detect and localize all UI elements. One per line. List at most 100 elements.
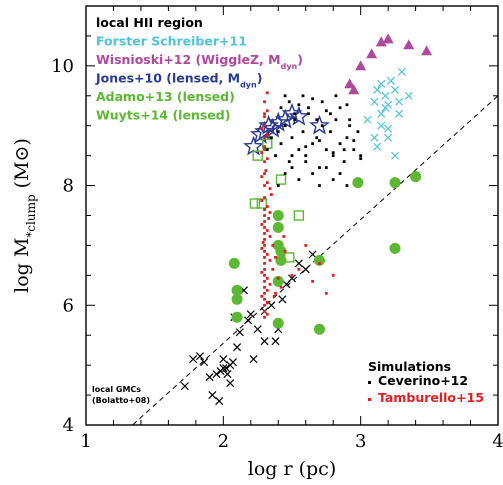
data-point bbox=[254, 120, 275, 141]
data-point bbox=[226, 379, 235, 388]
data-point bbox=[265, 229, 269, 232]
sim-legend-marker bbox=[368, 398, 371, 401]
data-point bbox=[272, 221, 284, 233]
data-point bbox=[334, 118, 338, 122]
data-point bbox=[260, 127, 264, 131]
data-point bbox=[348, 118, 352, 122]
legend-label-suffix: ) bbox=[297, 52, 303, 67]
data-point bbox=[272, 275, 284, 287]
series-6 bbox=[265, 94, 363, 187]
y-tick-label: 8 bbox=[63, 176, 74, 197]
data-point bbox=[279, 106, 283, 110]
legend-label-sub: dyn bbox=[240, 80, 257, 89]
data-point bbox=[297, 267, 301, 271]
data-point bbox=[263, 279, 266, 283]
data-point bbox=[263, 148, 266, 152]
series-7 bbox=[260, 91, 335, 319]
data-point bbox=[382, 33, 394, 44]
legend-entry-3: Jones+10 (lensed, Mdyn) bbox=[95, 71, 262, 90]
data-point bbox=[403, 39, 415, 50]
data-point bbox=[212, 370, 221, 379]
data-point bbox=[348, 124, 352, 128]
data-point bbox=[301, 130, 305, 134]
data-point bbox=[421, 45, 433, 56]
legend-label: Jones+10 (lensed, M bbox=[95, 71, 240, 86]
data-point bbox=[355, 60, 367, 71]
data-point bbox=[307, 112, 310, 116]
data-point bbox=[265, 133, 269, 137]
data-point bbox=[283, 94, 287, 98]
data-point bbox=[263, 238, 266, 241]
data-point bbox=[381, 103, 390, 112]
data-point bbox=[352, 139, 356, 143]
data-point bbox=[252, 150, 263, 161]
data-point bbox=[381, 91, 390, 100]
data-point bbox=[290, 136, 294, 140]
data-point bbox=[287, 274, 297, 283]
data-point bbox=[270, 193, 273, 196]
axes: 1 2 3 4 4 6 8 10 log r (pc) log M*clump (M⊙) bbox=[11, 5, 503, 480]
data-point bbox=[265, 253, 269, 256]
legend-label: local HII region bbox=[96, 15, 203, 30]
data-point bbox=[265, 181, 269, 184]
data-point bbox=[290, 154, 294, 158]
annotation-line1: local GMCs bbox=[92, 385, 141, 394]
data-point bbox=[370, 97, 379, 106]
data-point bbox=[373, 142, 382, 151]
y-tick-label: 6 bbox=[63, 295, 74, 316]
data-point bbox=[324, 148, 328, 152]
data-point bbox=[318, 166, 321, 170]
data-point bbox=[304, 160, 308, 164]
data-point bbox=[281, 102, 303, 123]
data-point bbox=[265, 109, 269, 113]
data-point bbox=[261, 241, 265, 244]
legend-entry-5: Wuyts+14 (lensed) bbox=[96, 108, 230, 123]
data-point bbox=[288, 105, 310, 126]
data-point bbox=[249, 355, 258, 364]
data-point bbox=[268, 282, 272, 286]
data-point bbox=[293, 118, 297, 122]
legend-label: Forster Schreiber+11 bbox=[96, 34, 247, 49]
data-point bbox=[284, 252, 295, 263]
data-point bbox=[263, 315, 266, 319]
data-point bbox=[272, 317, 284, 329]
legend-entry-0: local HII region bbox=[96, 15, 203, 30]
data-point bbox=[329, 112, 332, 116]
data-point bbox=[215, 397, 224, 406]
data-point bbox=[276, 130, 280, 134]
data-point bbox=[263, 285, 266, 289]
data-point bbox=[274, 256, 277, 259]
data-point bbox=[278, 295, 287, 304]
data-point bbox=[264, 169, 268, 173]
reference-line bbox=[131, 95, 498, 425]
data-point bbox=[287, 160, 291, 164]
data-point bbox=[315, 136, 319, 140]
x-tick-label: 1 bbox=[80, 431, 91, 452]
data-point bbox=[313, 254, 325, 266]
data-point bbox=[297, 178, 301, 181]
data-point bbox=[363, 115, 372, 124]
data-point bbox=[318, 139, 321, 143]
data-point bbox=[189, 355, 198, 364]
y-axis-label: log M*clump (M⊙) bbox=[11, 138, 38, 293]
data-point bbox=[283, 172, 287, 175]
data-point bbox=[235, 328, 244, 337]
data-point bbox=[274, 108, 296, 129]
data-point bbox=[263, 232, 266, 235]
series-4 bbox=[228, 171, 422, 335]
data-point bbox=[265, 276, 269, 280]
data-point bbox=[265, 300, 269, 304]
series-5 bbox=[249, 138, 305, 263]
data-point bbox=[395, 109, 404, 118]
y-axis-label-sub: *clump bbox=[24, 194, 38, 238]
legend-label-suffix: ) bbox=[257, 71, 263, 86]
data-point bbox=[293, 112, 297, 116]
data-point bbox=[338, 172, 342, 175]
data-point bbox=[263, 124, 266, 128]
data-point bbox=[373, 85, 382, 94]
data-point bbox=[377, 109, 386, 118]
data-point bbox=[268, 235, 272, 238]
data-point bbox=[297, 103, 301, 107]
data-point bbox=[263, 297, 266, 301]
data-point bbox=[263, 309, 266, 313]
